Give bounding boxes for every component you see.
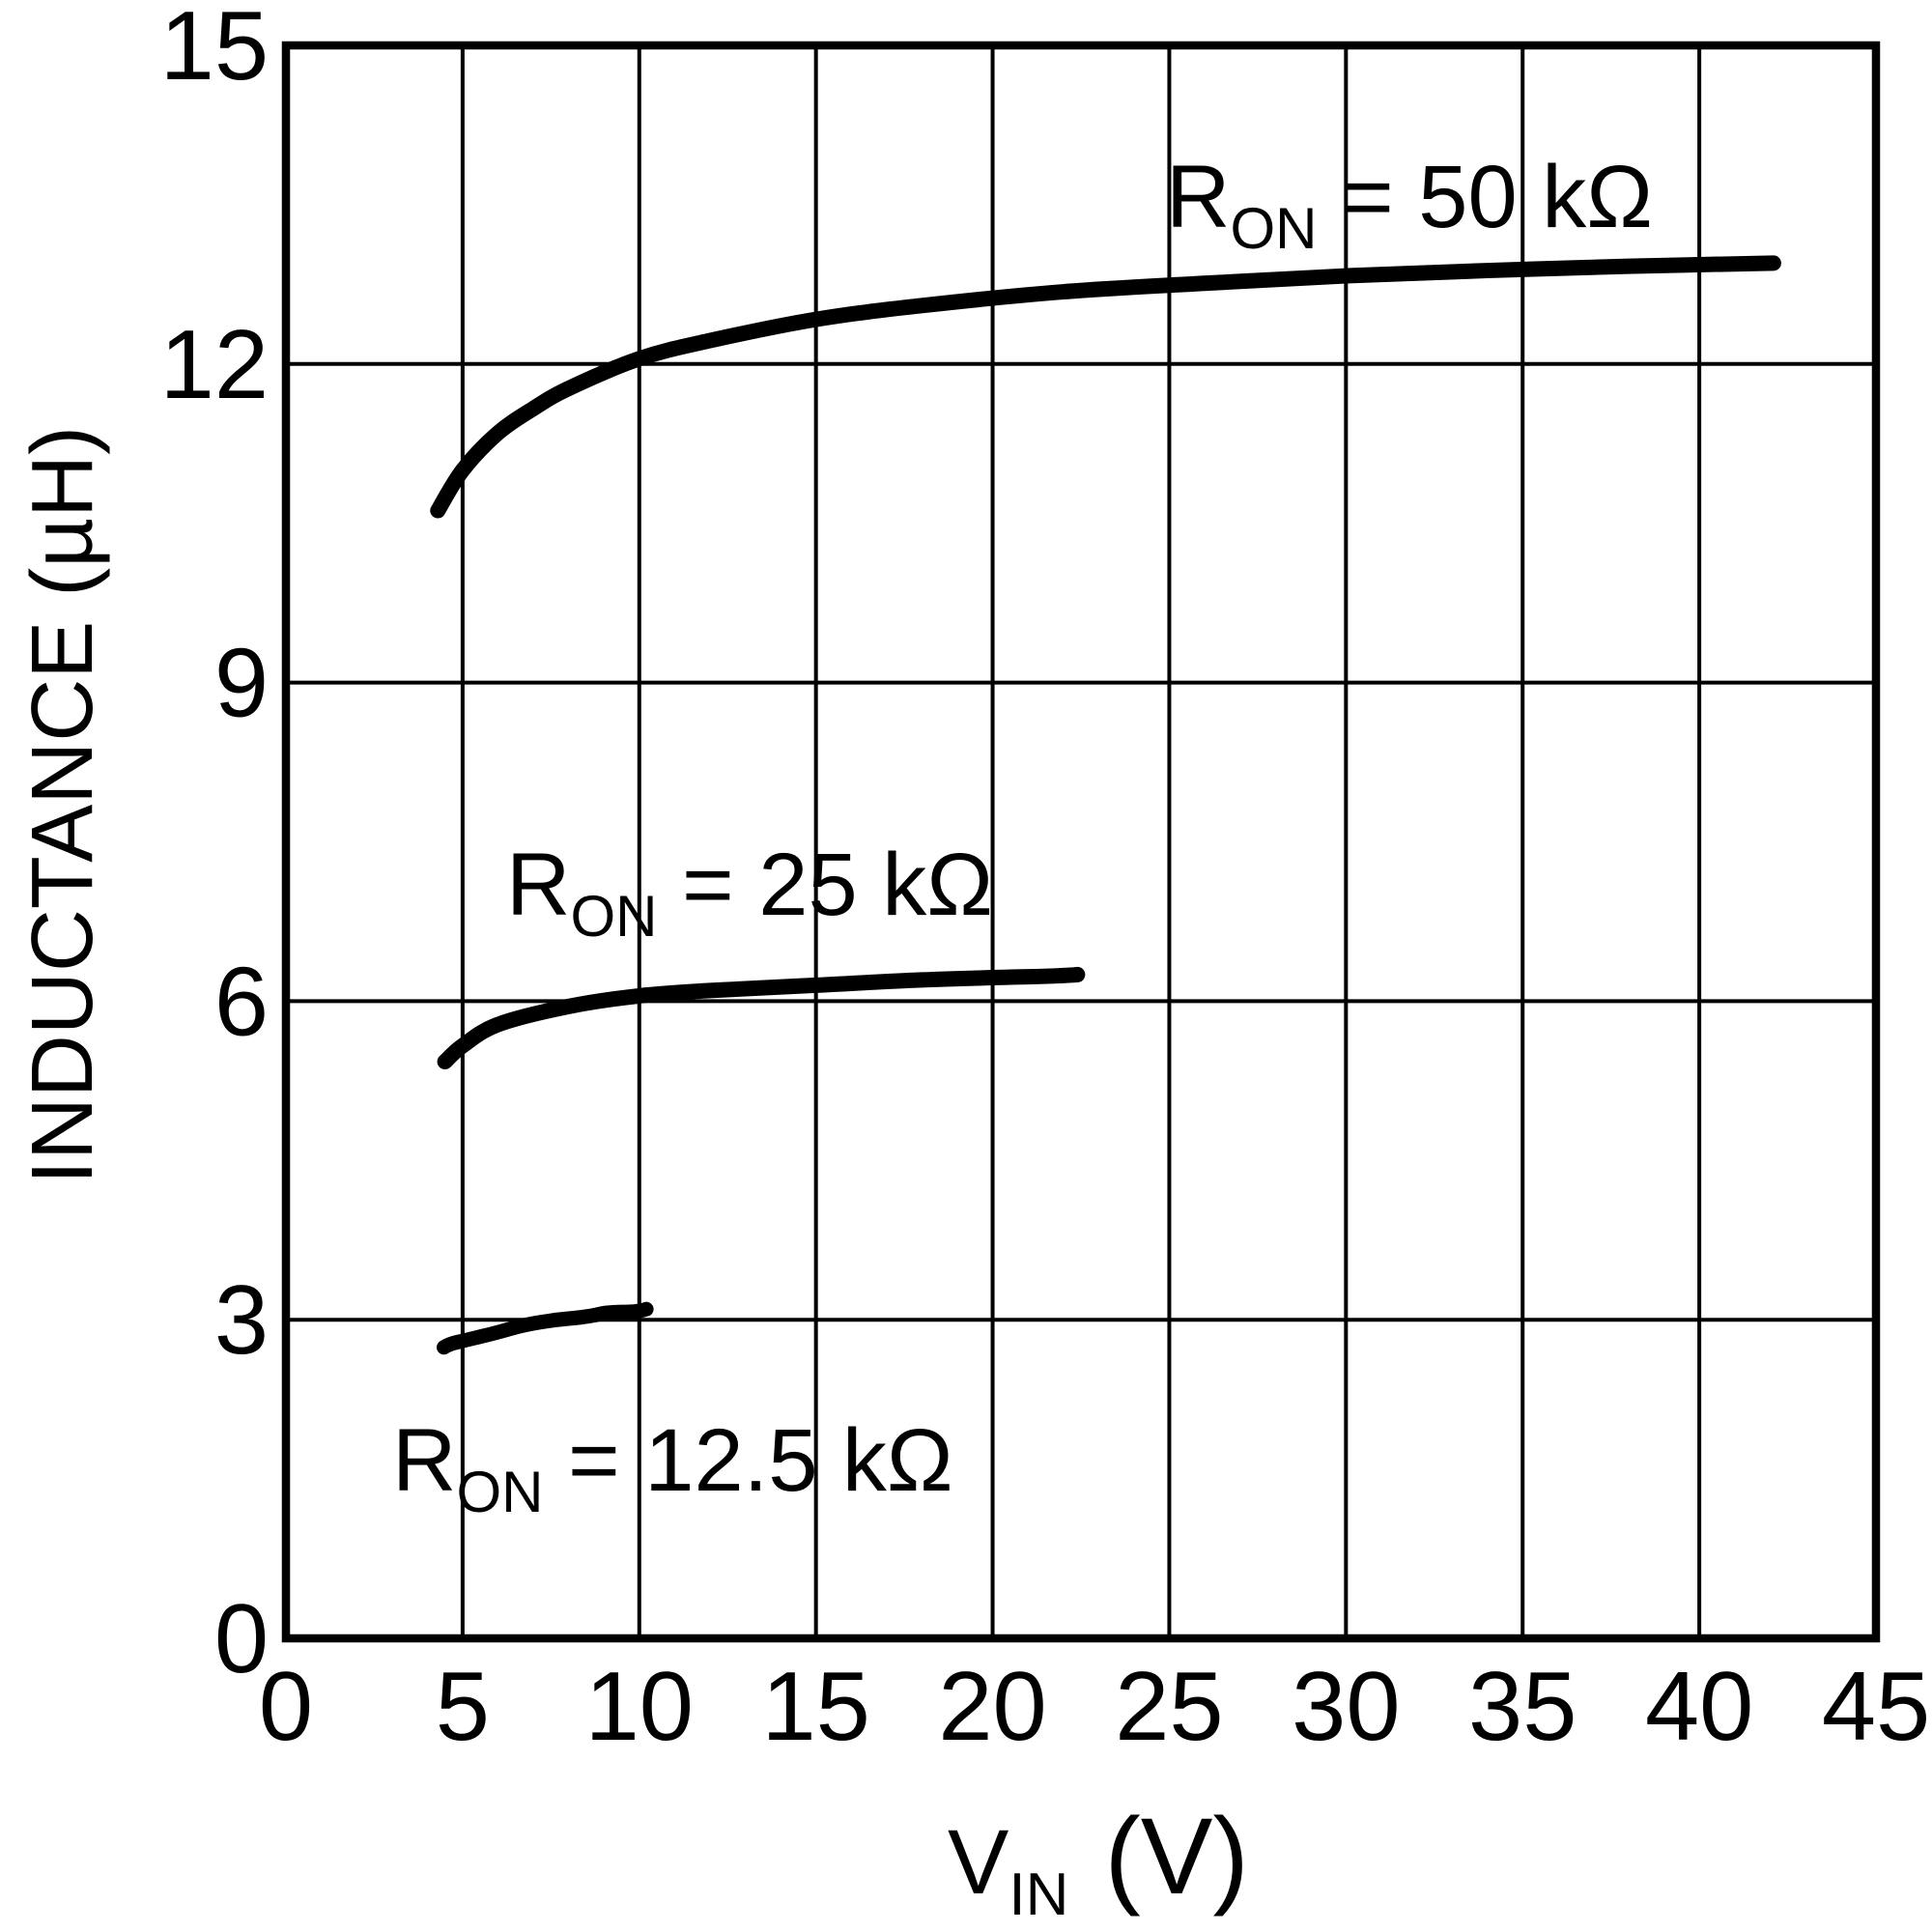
svg-text:15: 15 [160, 0, 269, 100]
svg-text:20: 20 [938, 1653, 1046, 1761]
svg-text:3: 3 [214, 1266, 269, 1375]
svg-text:VIN (V): VIN (V) [948, 1796, 1249, 1928]
svg-text:5: 5 [436, 1653, 490, 1761]
svg-text:35: 35 [1468, 1653, 1577, 1761]
svg-text:45: 45 [1822, 1653, 1930, 1761]
svg-text:12: 12 [160, 311, 269, 419]
svg-text:40: 40 [1645, 1653, 1753, 1761]
svg-text:INDUCTANCE (µH): INDUCTANCE (µH) [14, 426, 111, 1184]
svg-text:25: 25 [1115, 1653, 1223, 1761]
svg-text:0: 0 [259, 1653, 313, 1761]
svg-text:9: 9 [214, 630, 269, 738]
svg-text:30: 30 [1292, 1653, 1400, 1761]
svg-text:10: 10 [585, 1653, 694, 1761]
svg-text:6: 6 [214, 948, 269, 1056]
svg-text:15: 15 [761, 1653, 869, 1761]
